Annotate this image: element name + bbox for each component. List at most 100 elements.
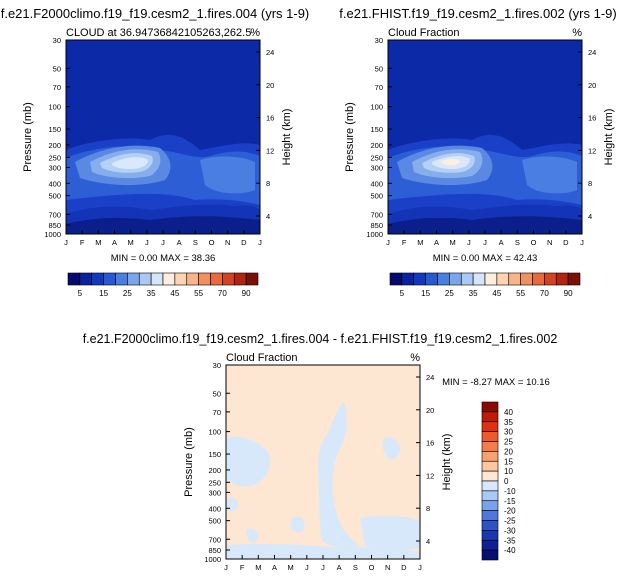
colorbar-label: 5 xyxy=(400,289,405,298)
y-tick-label: 300 xyxy=(370,163,383,172)
colorbar-label: 30 xyxy=(504,428,513,437)
colorbar-label: 45 xyxy=(492,289,501,298)
height-tick-label: 16 xyxy=(426,439,434,448)
colorbar-swatch xyxy=(484,272,498,286)
colorbar-swatch xyxy=(481,460,499,472)
colorbar-swatch xyxy=(389,272,403,286)
colorbar-label: 90 xyxy=(564,289,573,298)
colorbar-swatch xyxy=(138,272,152,286)
colorbar-swatch xyxy=(481,451,499,462)
colorbar-swatch xyxy=(481,500,499,511)
colorbar-label: 20 xyxy=(504,447,513,456)
panel-3: f.e21.F2000climo.f19_f19.cesm2_1.fires.0… xyxy=(83,332,558,572)
x-tick-label: D xyxy=(563,238,569,247)
panel-2-subtitle-left: Cloud Fraction xyxy=(388,27,460,39)
x-tick-label: F xyxy=(402,238,407,247)
y-tick-label: 200 xyxy=(208,466,221,475)
x-tick-label: A xyxy=(434,238,439,247)
colorbar-label: -10 xyxy=(504,487,516,496)
y-tick-label: 400 xyxy=(48,179,61,188)
x-tick-label: S xyxy=(193,238,198,247)
colorbar-label: 70 xyxy=(218,289,227,298)
y-tick-label: 500 xyxy=(208,517,221,526)
y-tick-label: 300 xyxy=(208,488,221,497)
x-tick-label: J xyxy=(467,238,471,247)
panel-1-subtitle-left: CLOUD at 36.94736842105263,262.5 xyxy=(66,27,251,39)
y-tick-label: 70 xyxy=(213,408,221,417)
y-tick-label: 250 xyxy=(48,153,61,162)
y-tick-label: 200 xyxy=(370,141,383,150)
y-tick-label: 1000 xyxy=(44,230,61,239)
y-tick-label: 850 xyxy=(370,221,383,230)
colorbar-swatch xyxy=(481,431,499,442)
y-tick-label: 30 xyxy=(213,361,221,370)
colorbar-swatch xyxy=(481,411,499,423)
x-tick-label: M xyxy=(450,238,456,247)
y-tick-label: 250 xyxy=(208,478,221,487)
x-tick-label: A xyxy=(337,563,342,572)
x-tick-label: M xyxy=(417,238,423,247)
colorbar-swatch xyxy=(508,272,521,286)
panel-3-subtitle-left: Cloud Fraction xyxy=(226,352,298,364)
y-tick-label: 700 xyxy=(208,535,221,544)
panel-2-plot-area xyxy=(387,39,583,235)
x-tick-label: A xyxy=(272,563,277,572)
x-tick-label: M xyxy=(288,563,294,572)
colorbar-swatch xyxy=(544,272,557,286)
panel-2-ylabel: Pressure (mb) xyxy=(344,102,356,172)
x-tick-label: J xyxy=(580,238,584,247)
x-tick-label: M xyxy=(95,238,101,247)
panel-3-plot-area xyxy=(225,364,421,560)
colorbar-label: -25 xyxy=(504,517,516,526)
y-tick-label: 100 xyxy=(48,103,61,112)
y-tick-label: 400 xyxy=(208,504,221,513)
colorbar-swatch xyxy=(186,272,199,286)
y-tick-label: 200 xyxy=(48,141,61,150)
x-tick-label: J xyxy=(64,238,68,247)
panel-1: f.e21.F2000climo.f19_f19.cesm2_1.fires.0… xyxy=(1,6,310,298)
y-tick-label: 400 xyxy=(370,179,383,188)
colorbar-swatch xyxy=(67,272,81,286)
panel-2-title: f.e21.FHIST.f19_f19.cesm2_1.fires.002 (y… xyxy=(339,6,616,21)
x-tick-label: J xyxy=(224,563,228,572)
colorbar-swatch xyxy=(567,272,581,286)
colorbar-label: 55 xyxy=(516,289,525,298)
y-tick-label: 1000 xyxy=(204,555,221,564)
panel-2-y-ticks-right: 24 20 16 12 8 4 xyxy=(578,48,596,221)
y-tick-label: 150 xyxy=(208,450,221,459)
colorbar-swatch xyxy=(162,272,176,286)
y-tick-label: 50 xyxy=(213,389,221,398)
colorbar-swatch xyxy=(481,520,499,531)
y-tick-label: 50 xyxy=(53,64,61,73)
colorbar-swatch xyxy=(481,441,499,452)
height-tick-label: 20 xyxy=(266,81,274,90)
panel-3-subtitle-right: % xyxy=(410,352,420,364)
x-tick-label: N xyxy=(547,238,552,247)
colorbar-swatch xyxy=(425,272,438,286)
height-tick-label: 24 xyxy=(266,48,274,57)
x-tick-label: F xyxy=(80,238,85,247)
panel-1-title: f.e21.F2000climo.f19_f19.cesm2_1.fires.0… xyxy=(1,6,310,21)
height-tick-label: 16 xyxy=(588,114,596,123)
panel-1-ylabel-right: Height (km) xyxy=(281,109,293,166)
x-tick-label: O xyxy=(369,563,375,572)
colorbar-label: 35 xyxy=(469,289,478,298)
y-tick-label: 1000 xyxy=(366,230,383,239)
x-tick-label: J xyxy=(386,238,390,247)
colorbar-label: 70 xyxy=(540,289,549,298)
colorbar-swatch xyxy=(481,470,499,482)
x-tick-label: A xyxy=(177,238,182,247)
colorbar-swatch xyxy=(481,539,499,551)
colorbar-label: 35 xyxy=(147,289,156,298)
colorbar-label: 40 xyxy=(504,408,513,417)
y-tick-label: 70 xyxy=(375,83,383,92)
x-tick-label: S xyxy=(515,238,520,247)
y-tick-label: 150 xyxy=(370,125,383,134)
colorbar-label: 25 xyxy=(504,438,513,447)
height-tick-label: 4 xyxy=(266,212,270,221)
colorbar-swatch xyxy=(481,421,499,432)
x-tick-label: J xyxy=(305,563,309,572)
